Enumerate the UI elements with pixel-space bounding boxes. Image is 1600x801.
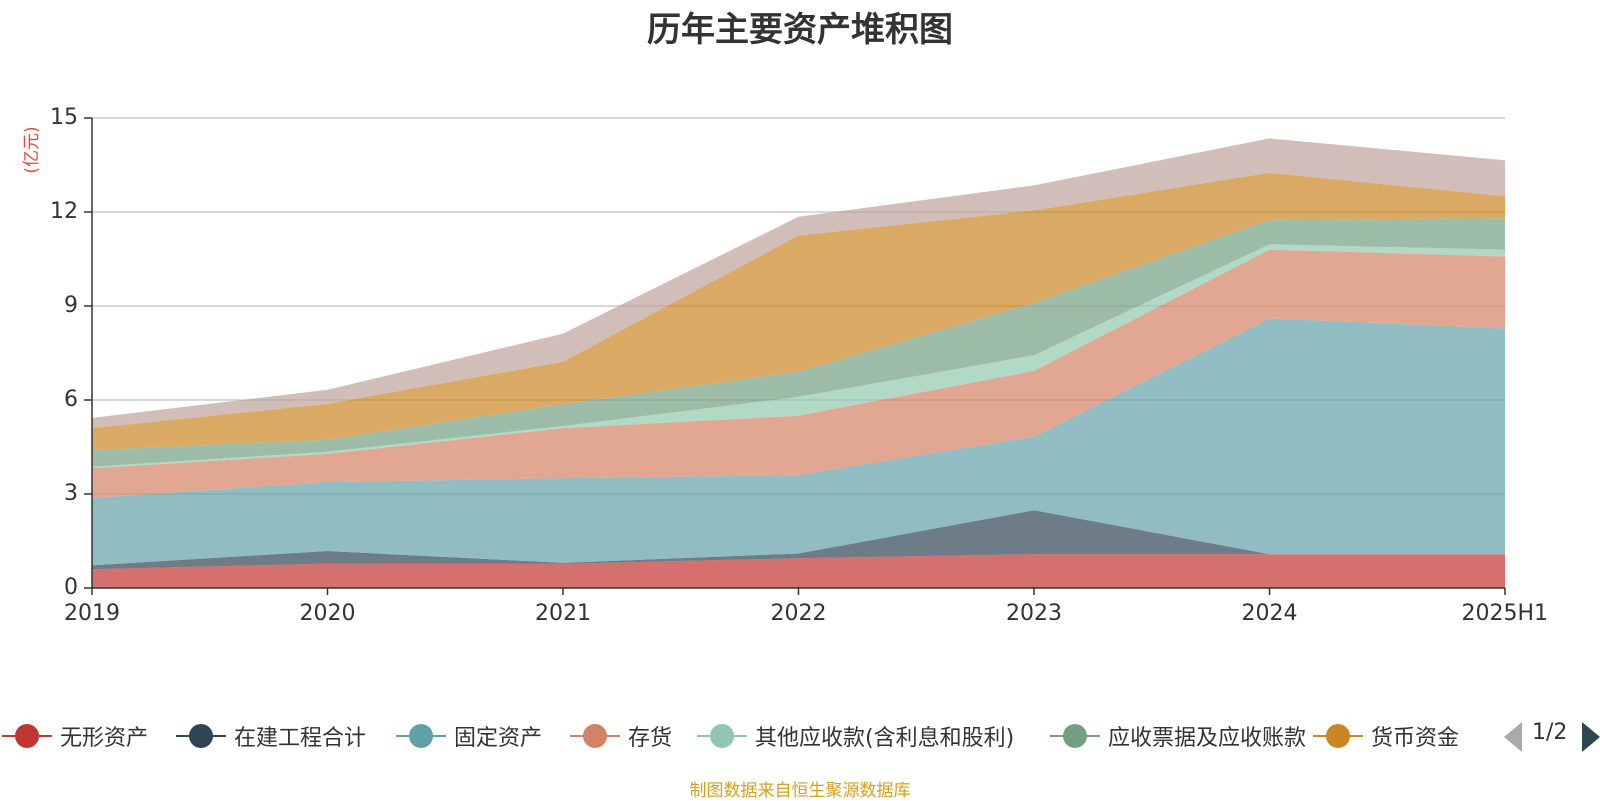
legend-marker-icon [1313,718,1363,754]
y-tick-label: 0 [64,575,78,600]
area-series-7 [92,138,1505,429]
legend-label: 货币资金 [1371,726,1460,751]
y-tick-label: 12 [50,199,78,224]
legend-item[interactable]: 其他应收款(含利息和股利) [697,718,1014,754]
legend-marker-icon [1050,718,1100,754]
legend-item[interactable]: 在建工程合计 [176,718,366,754]
legend-pager: 1/2 [1500,718,1600,754]
x-tick-label: 2023 [1006,601,1062,626]
area-series-0 [92,554,1505,588]
x-tick-label: 2022 [771,601,827,626]
x-tick-label: 2025H1 [1461,601,1548,626]
legend-item[interactable]: 固定资产 [396,718,542,754]
x-tick-label: 2019 [64,601,120,626]
area-series-1 [92,510,1505,570]
legend-label: 固定资产 [454,726,543,751]
legend-item[interactable]: 无形资产 [2,718,148,754]
y-tick-label: 9 [64,293,78,318]
y-axis-unit-text: (亿元) [22,126,42,173]
legend-page-indicator: 1/2 [1532,720,1568,745]
source-note: 制图数据来自恒生聚源数据库 [689,781,911,801]
legend-marker-icon [396,718,446,754]
x-tick-label: 2020 [300,601,356,626]
legend-label: 应收票据及应收账款 [1108,726,1307,751]
legend-marker-icon [176,718,226,754]
legend-label: 无形资产 [60,726,149,751]
legend-label: 其他应收款(含利息和股利) [755,726,1015,751]
legend-label: 存货 [628,726,673,751]
legend-next-page-icon[interactable] [1582,722,1600,752]
legend-marker-icon [2,718,52,754]
legend-item[interactable]: 应收票据及应收账款 [1050,718,1306,754]
legend-marker-icon [697,718,747,754]
legend-label: 在建工程合计 [234,726,367,751]
y-tick-label: 6 [64,387,78,412]
legend-marker-icon [570,718,620,754]
legend-item[interactable]: 货币资金 [1313,718,1459,754]
axes: 0 3 6 9 12 15 2019 2020 2021 2022 2023 2024 2025H1 [50,105,1548,626]
area-series [92,138,1505,588]
chart-title: 历年主要资产堆积图 [647,10,953,50]
area-series-6 [92,172,1505,451]
area-series-4 [92,244,1505,469]
legend-item[interactable]: 存货 [570,718,672,754]
y-axis-unit: (亿元) [22,126,42,173]
area-series-2 [92,318,1505,566]
y-tick-label: 3 [64,481,78,506]
area-series-3 [92,249,1505,499]
legend-prev-page-icon[interactable] [1504,722,1522,752]
x-tick-label: 2021 [535,601,591,626]
legend: 无形资产 在建工程合计 固定资产 存货 其他应收款(含利息和股利) 应收票据及应收账款 货币… [0,718,1490,754]
x-tick-label: 2024 [1242,601,1298,626]
y-tick-label: 15 [50,105,78,130]
area-series-5 [92,218,1505,467]
